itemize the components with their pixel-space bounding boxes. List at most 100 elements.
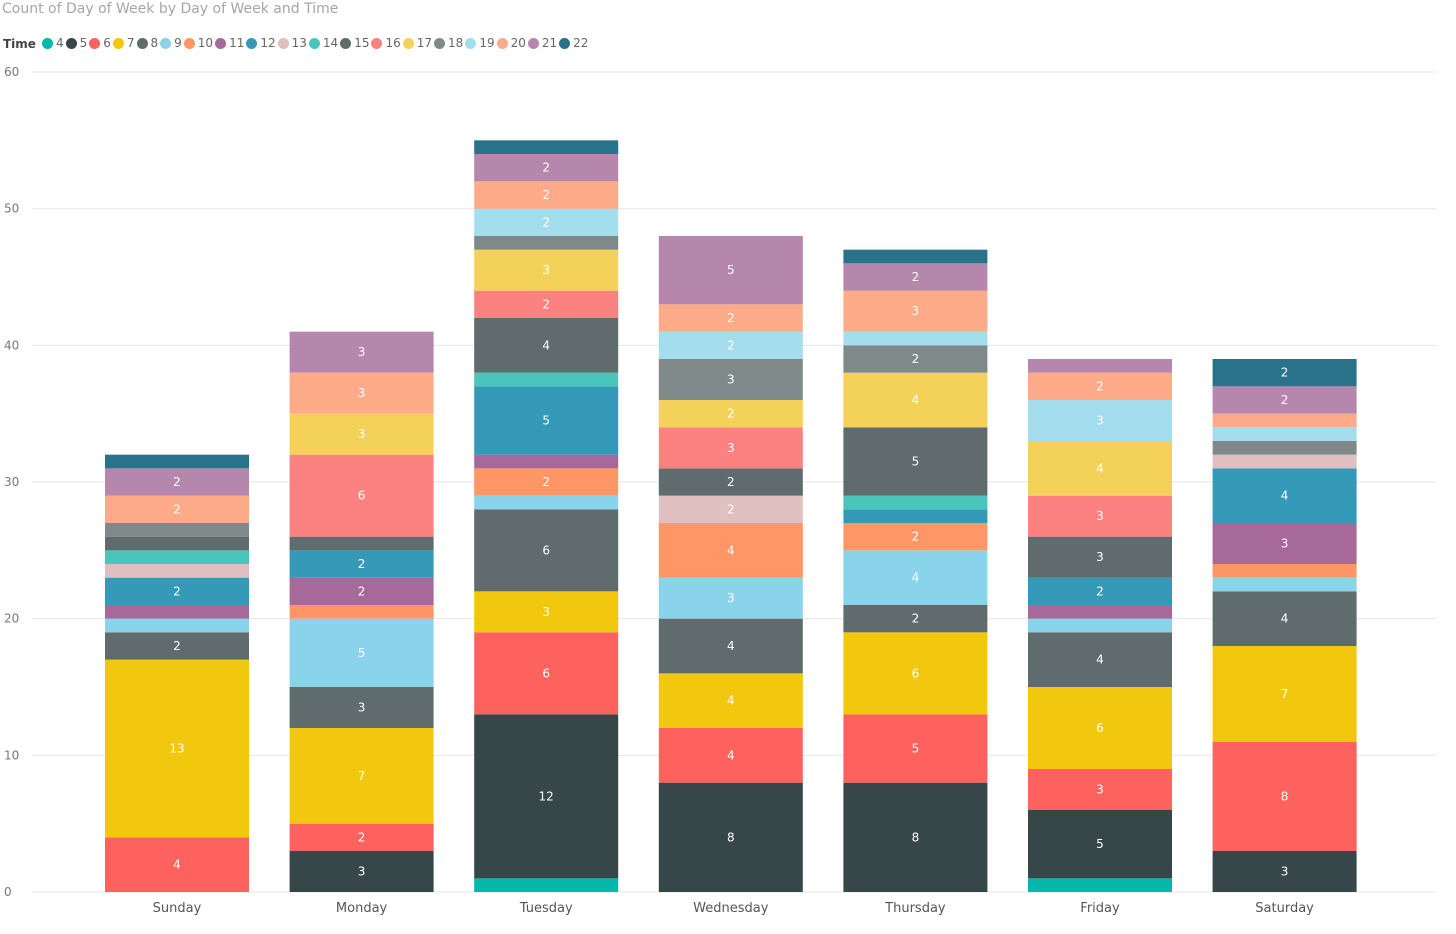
bar-segment-thursday-15[interactable] bbox=[843, 427, 988, 496]
bar-segment-sunday-9[interactable] bbox=[105, 618, 249, 633]
bar-segment-friday-4[interactable] bbox=[1028, 878, 1172, 892]
bar-segment-tuesday-14[interactable] bbox=[474, 372, 619, 387]
bar-segment-friday-20[interactable] bbox=[1028, 372, 1172, 400]
bar-segment-wednesday-5[interactable] bbox=[658, 782, 803, 892]
legend-item-22[interactable]: 22 bbox=[559, 36, 588, 50]
bar-segment-wednesday-18[interactable] bbox=[658, 359, 803, 400]
bar-segment-tuesday-21[interactable] bbox=[474, 154, 619, 182]
bar-segment-wednesday-19[interactable] bbox=[658, 331, 803, 359]
bar-segment-sunday-14[interactable] bbox=[105, 550, 249, 564]
legend-item-19[interactable]: 19 bbox=[465, 36, 495, 50]
bar-segment-monday-15[interactable] bbox=[289, 536, 434, 551]
bar-segment-thursday-6[interactable] bbox=[843, 714, 988, 783]
bar-segment-thursday-18[interactable] bbox=[843, 345, 988, 373]
legend-item-13[interactable]: 13 bbox=[277, 36, 307, 50]
bar-segment-sunday-6[interactable] bbox=[105, 837, 249, 892]
bar-segment-thursday-10[interactable] bbox=[843, 523, 988, 551]
bar-segment-sunday-20[interactable] bbox=[105, 495, 249, 523]
bar-segment-friday-11[interactable] bbox=[1028, 605, 1172, 619]
bar-segment-monday-21[interactable] bbox=[289, 331, 434, 373]
bar-segment-wednesday-15[interactable] bbox=[658, 468, 803, 496]
bar-segment-monday-11[interactable] bbox=[289, 577, 434, 605]
legend-item-9[interactable]: 9 bbox=[160, 36, 182, 50]
legend-item-5[interactable]: 5 bbox=[65, 36, 87, 50]
bar-segment-saturday-21[interactable] bbox=[1212, 386, 1357, 414]
bar-segment-thursday-8[interactable] bbox=[843, 605, 988, 633]
bar-segment-saturday-7[interactable] bbox=[1212, 646, 1357, 742]
bar-segment-tuesday-7[interactable] bbox=[474, 591, 619, 633]
bar-segment-friday-16[interactable] bbox=[1028, 495, 1172, 537]
bar-segment-thursday-14[interactable] bbox=[843, 495, 988, 510]
legend-item-8[interactable]: 8 bbox=[136, 36, 158, 50]
legend-item-15[interactable]: 15 bbox=[340, 36, 369, 50]
legend-item-20[interactable]: 20 bbox=[496, 36, 526, 50]
legend-item-14[interactable]: 14 bbox=[308, 36, 338, 50]
bar-segment-sunday-8[interactable] bbox=[105, 632, 249, 660]
legend-item-11[interactable]: 11 bbox=[215, 36, 244, 50]
bar-segment-sunday-21[interactable] bbox=[105, 468, 249, 496]
bar-segment-monday-8[interactable] bbox=[289, 687, 434, 728]
bar-segment-tuesday-15[interactable] bbox=[474, 318, 619, 373]
bar-segment-sunday-11[interactable] bbox=[105, 605, 249, 619]
legend-item-16[interactable]: 16 bbox=[371, 36, 401, 50]
bar-segment-saturday-9[interactable] bbox=[1212, 577, 1357, 592]
bar-segment-friday-21[interactable] bbox=[1028, 359, 1172, 373]
bar-segment-saturday-11[interactable] bbox=[1212, 523, 1357, 564]
bar-segment-thursday-21[interactable] bbox=[843, 263, 988, 291]
bar-segment-monday-17[interactable] bbox=[289, 413, 434, 455]
bar-segment-wednesday-6[interactable] bbox=[658, 728, 803, 783]
bar-segment-monday-10[interactable] bbox=[289, 605, 434, 619]
legend-item-7[interactable]: 7 bbox=[112, 36, 135, 50]
bar-segment-wednesday-9[interactable] bbox=[658, 577, 803, 619]
bar-segment-wednesday-13[interactable] bbox=[658, 495, 803, 523]
bar-segment-saturday-10[interactable] bbox=[1212, 564, 1357, 578]
legend-item-17[interactable]: 17 bbox=[402, 36, 432, 50]
bar-segment-thursday-7[interactable] bbox=[843, 632, 988, 715]
bar-segment-thursday-17[interactable] bbox=[843, 372, 988, 428]
bar-segment-monday-20[interactable] bbox=[289, 372, 434, 414]
bar-segment-wednesday-20[interactable] bbox=[658, 304, 803, 332]
bar-segment-friday-17[interactable] bbox=[1028, 441, 1172, 496]
bar-segment-saturday-13[interactable] bbox=[1212, 454, 1357, 469]
bar-segment-sunday-13[interactable] bbox=[105, 564, 249, 578]
bar-segment-monday-7[interactable] bbox=[289, 728, 434, 824]
bar-segment-saturday-8[interactable] bbox=[1212, 591, 1357, 646]
bar-segment-tuesday-17[interactable] bbox=[474, 249, 619, 291]
bar-segment-thursday-9[interactable] bbox=[843, 550, 988, 605]
bar-segment-friday-15[interactable] bbox=[1028, 536, 1172, 578]
bar-segment-saturday-19[interactable] bbox=[1212, 427, 1357, 441]
bar-segment-sunday-12[interactable] bbox=[105, 577, 249, 605]
bar-segment-sunday-7[interactable] bbox=[105, 659, 249, 838]
bar-segment-monday-12[interactable] bbox=[289, 550, 434, 578]
bar-segment-thursday-5[interactable] bbox=[843, 782, 988, 892]
bar-segment-saturday-5[interactable] bbox=[1212, 851, 1357, 892]
legend-item-12[interactable]: 12 bbox=[246, 36, 276, 50]
bar-segment-tuesday-5[interactable] bbox=[474, 714, 619, 879]
bar-segment-sunday-15[interactable] bbox=[105, 536, 249, 551]
bar-segment-wednesday-21[interactable] bbox=[658, 236, 803, 305]
bar-segment-monday-6[interactable] bbox=[289, 823, 434, 851]
bar-segment-sunday-22[interactable] bbox=[105, 454, 249, 469]
bar-segment-tuesday-19[interactable] bbox=[474, 208, 619, 236]
bar-segment-friday-5[interactable] bbox=[1028, 810, 1172, 879]
bar-segment-tuesday-20[interactable] bbox=[474, 181, 619, 209]
bar-segment-wednesday-8[interactable] bbox=[658, 618, 803, 674]
bar-segment-tuesday-18[interactable] bbox=[474, 236, 619, 250]
bar-segment-saturday-6[interactable] bbox=[1212, 741, 1357, 851]
bar-segment-friday-7[interactable] bbox=[1028, 687, 1172, 769]
bar-segment-tuesday-6[interactable] bbox=[474, 632, 619, 715]
bar-segment-monday-9[interactable] bbox=[289, 618, 434, 687]
bar-segment-friday-19[interactable] bbox=[1028, 400, 1172, 441]
bar-segment-tuesday-16[interactable] bbox=[474, 290, 619, 318]
bar-segment-wednesday-10[interactable] bbox=[658, 523, 803, 578]
bar-segment-thursday-12[interactable] bbox=[843, 509, 988, 523]
bar-segment-thursday-20[interactable] bbox=[843, 290, 988, 332]
bar-segment-wednesday-17[interactable] bbox=[658, 400, 803, 428]
bar-segment-saturday-20[interactable] bbox=[1212, 413, 1357, 428]
bar-segment-saturday-12[interactable] bbox=[1212, 468, 1357, 523]
legend-item-4[interactable]: 4 bbox=[41, 36, 64, 50]
bar-segment-monday-5[interactable] bbox=[289, 851, 434, 892]
bar-segment-tuesday-8[interactable] bbox=[474, 509, 619, 592]
bar-segment-saturday-22[interactable] bbox=[1212, 359, 1357, 387]
bar-segment-friday-12[interactable] bbox=[1028, 577, 1172, 605]
